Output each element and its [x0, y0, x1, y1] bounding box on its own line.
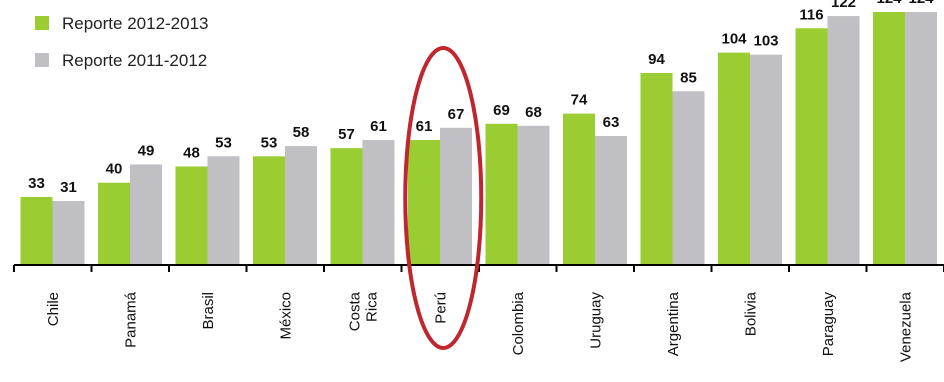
- value-label-costa-rica-2012-2013: 57: [338, 126, 355, 143]
- value-label-colombia-2012-2013: 69: [493, 102, 510, 119]
- category-label-argentina: Argentina: [665, 291, 682, 356]
- legend-swatch-2011-2012: [35, 53, 49, 67]
- value-label-venezuela-2012-2013: 124: [876, 0, 902, 7]
- bar-peru-2011-2012: [440, 127, 472, 264]
- highlight-ellipse: [403, 46, 484, 350]
- category-label-mexico: México: [277, 292, 294, 340]
- value-label-colombia-2011-2012: 68: [525, 104, 542, 121]
- bar-uruguay-2011-2012: [595, 135, 627, 264]
- value-label-bolivia-2011-2012: 103: [753, 33, 778, 50]
- value-label-brasil-2012-2013: 48: [183, 144, 200, 161]
- value-label-bolivia-2012-2013: 104: [721, 31, 747, 48]
- bar-chile-2011-2012: [52, 201, 85, 264]
- bar-brasil-2011-2012: [207, 156, 240, 264]
- legend-label-2012-2013: Reporte 2012-2013: [62, 14, 209, 33]
- value-label-costa-rica-2011-2012: 61: [370, 118, 387, 135]
- bar-brasil-2012-2013: [175, 166, 208, 264]
- value-label-paraguay-2011-2012: 122: [831, 0, 856, 11]
- value-label-mexico-2012-2013: 53: [261, 134, 278, 151]
- category-label-chile: Chile: [45, 292, 62, 326]
- x-axis-ticks: [13, 265, 944, 272]
- bar-mexico-2011-2012: [285, 146, 317, 264]
- value-label-venezuela-2011-2012: 124: [908, 0, 934, 7]
- value-label-panama-2012-2013: 40: [106, 161, 123, 178]
- value-labels-group: 33 31 40 49 48 53 53 58 57 61 61 67 69 68 74 63 94 85 104 1…: [28, 0, 934, 196]
- category-label-panama: Panamá: [122, 291, 139, 348]
- bar-costa-rica-2011-2012: [362, 140, 395, 264]
- category-label-paraguay: Paraguay: [820, 292, 837, 357]
- bar-venezuela-2011-2012: [905, 12, 937, 264]
- category-label-colombia: Colombia: [510, 291, 527, 355]
- bar-bolivia-2011-2012: [750, 54, 782, 265]
- value-label-panama-2011-2012: 49: [138, 142, 155, 159]
- value-label-argentina-2012-2013: 94: [648, 51, 665, 68]
- bar-paraguay-2012-2013: [795, 28, 828, 265]
- category-label-venezuela: Venezuela: [897, 291, 914, 362]
- value-label-argentina-2011-2012: 85: [680, 69, 697, 86]
- value-label-chile-2012-2013: 33: [28, 175, 45, 192]
- bar-paraguay-2011-2012: [827, 16, 860, 265]
- legend-label-2011-2012: Reporte 2011-2012: [62, 51, 207, 70]
- bar-argentina-2011-2012: [672, 91, 705, 265]
- bar-mexico-2012-2013: [253, 156, 285, 264]
- value-label-brasil-2011-2012: 53: [215, 134, 232, 151]
- bar-chile-2012-2013: [20, 196, 53, 264]
- bar-colombia-2012-2013: [485, 123, 518, 264]
- category-label-brasil: Brasil: [200, 292, 217, 330]
- legend-swatch-2012-2013: [35, 16, 49, 30]
- bar-panama-2011-2012: [130, 164, 162, 264]
- value-label-peru-2012-2013: 61: [416, 118, 433, 135]
- bar-colombia-2011-2012: [517, 125, 550, 264]
- bars-group: [20, 12, 937, 265]
- bar-bolivia-2012-2013: [718, 52, 750, 265]
- category-label-peru: Perú: [432, 292, 449, 324]
- value-label-uruguay-2011-2012: 63: [603, 114, 620, 131]
- bar-argentina-2012-2013: [640, 72, 673, 264]
- value-label-mexico-2011-2012: 58: [293, 124, 310, 141]
- value-label-peru-2011-2012: 67: [448, 106, 465, 123]
- value-label-chile-2011-2012: 31: [60, 179, 77, 196]
- x-axis-category-labels: Chile Panamá Brasil México CostaRica Perú Colo…: [45, 291, 915, 362]
- category-label-costa-rica: CostaRica: [346, 291, 380, 331]
- bar-panama-2012-2013: [98, 182, 130, 264]
- category-label-bolivia: Bolivia: [742, 291, 759, 336]
- legend: Reporte 2012-2013 Reporte 2011-2012: [35, 14, 209, 70]
- bar-venezuela-2012-2013: [873, 12, 905, 264]
- value-label-paraguay-2012-2013: 116: [799, 6, 823, 23]
- value-label-uruguay-2012-2013: 74: [571, 92, 588, 109]
- bar-peru-2012-2013: [408, 140, 440, 264]
- category-label-uruguay: Uruguay: [587, 292, 604, 349]
- bar-costa-rica-2012-2013: [330, 148, 363, 264]
- bar-uruguay-2012-2013: [563, 113, 595, 264]
